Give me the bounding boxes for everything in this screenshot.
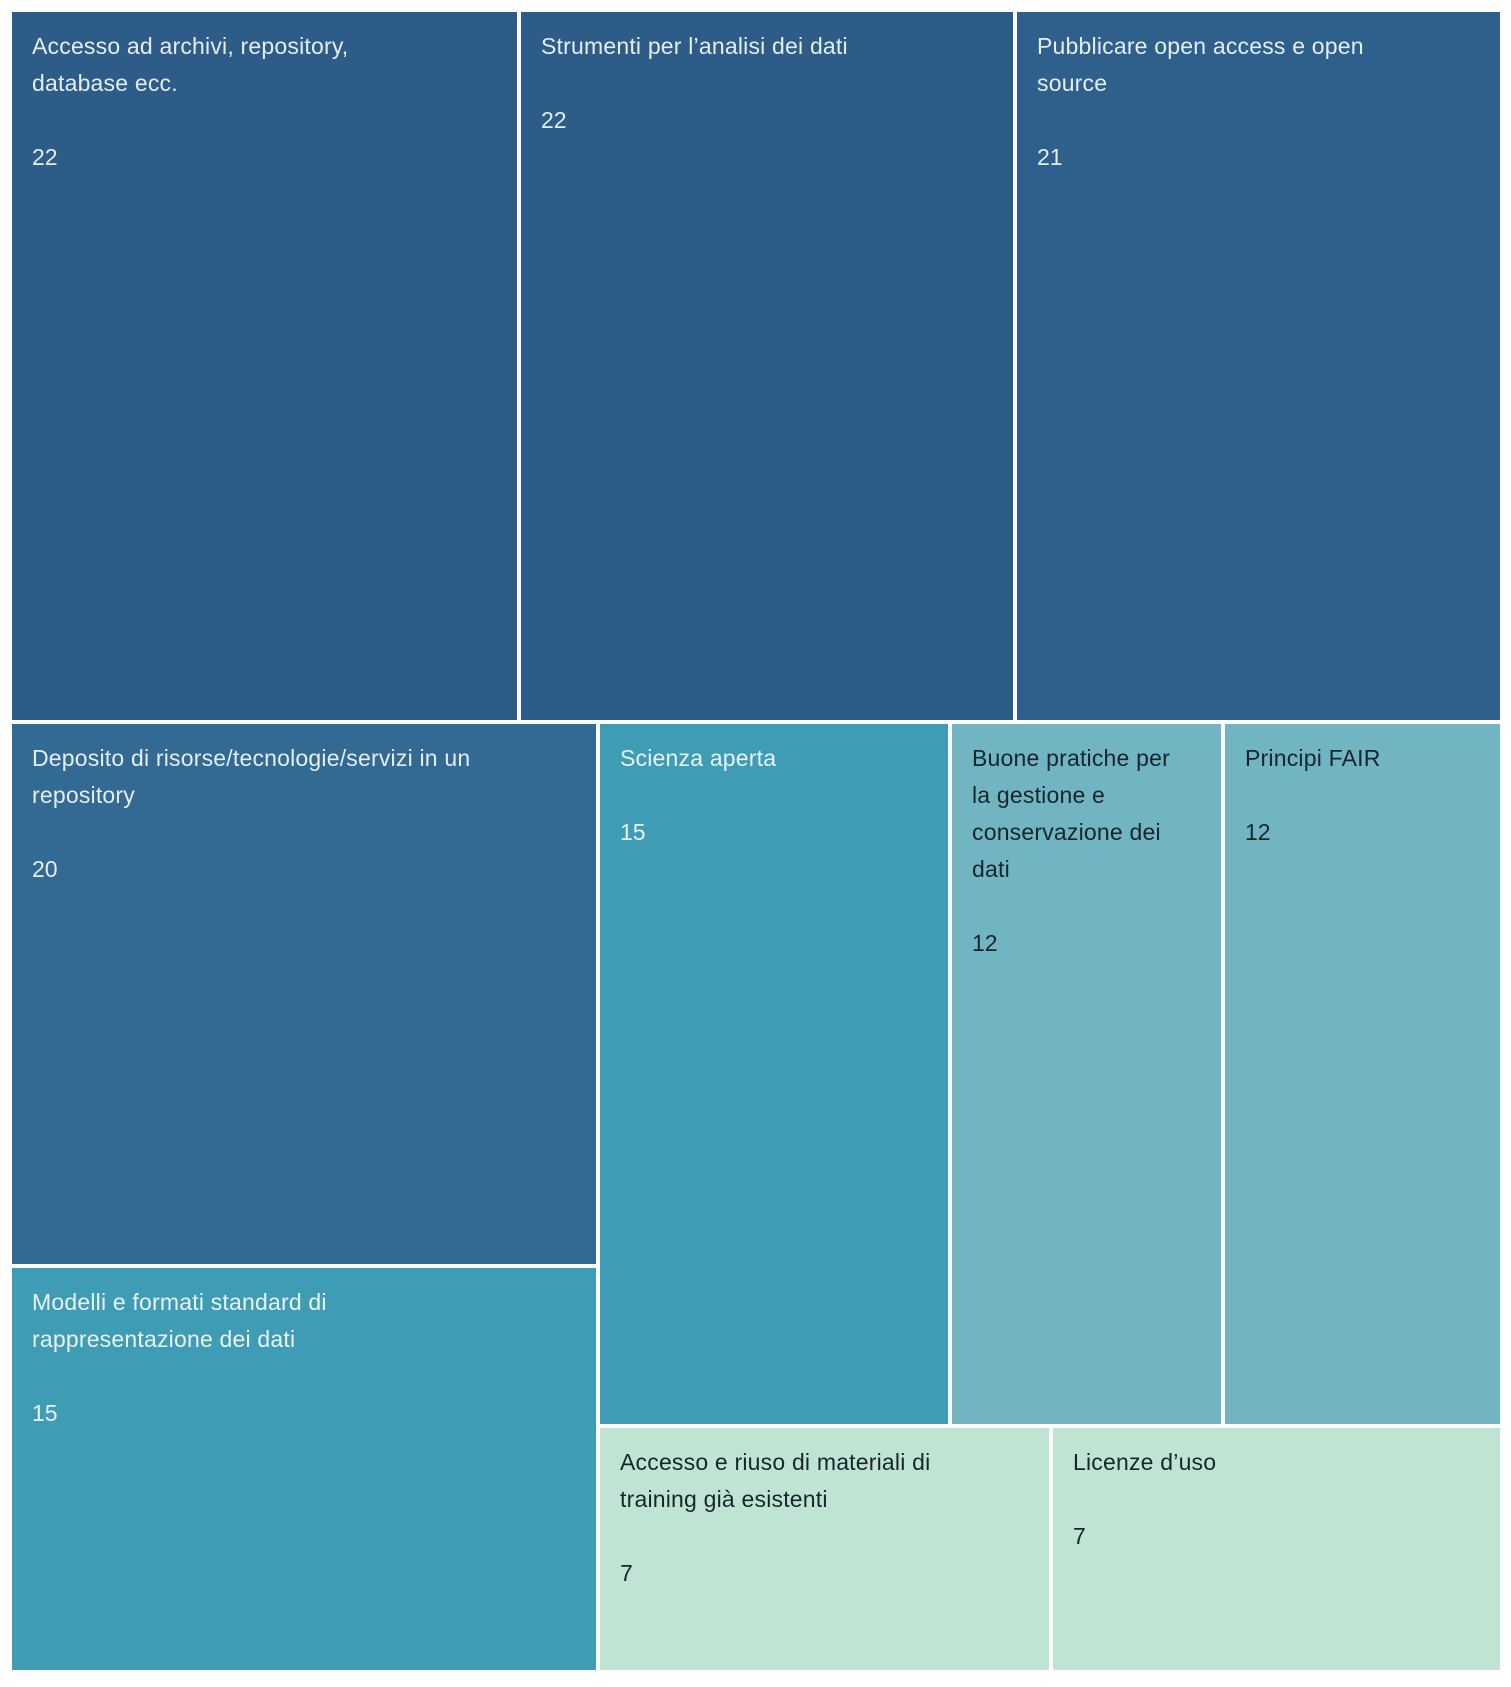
tile-value: 15: [32, 1400, 58, 1426]
treemap-tile-deposito-di-risorse-tecnologie[interactable]: Deposito di risorse/tecnologie/servizi i…: [12, 724, 596, 1264]
treemap-tile-principi-fair[interactable]: Principi FAIR 12: [1225, 724, 1500, 1424]
tile-value: 22: [541, 107, 567, 133]
tile-value: 12: [1245, 819, 1271, 845]
tile-label: Licenze d’uso: [1073, 1449, 1217, 1475]
tile-value: 7: [620, 1560, 633, 1586]
tile-label: Principi FAIR: [1245, 745, 1381, 771]
tile-value: 12: [972, 930, 998, 956]
treemap-tile-accesso-ad-archivi-repository[interactable]: Accesso ad archivi, repository, database…: [12, 12, 517, 720]
tile-value: 20: [32, 856, 58, 882]
treemap-tile-modelli-e-formati-standard[interactable]: Modelli e formati standard di rappresent…: [12, 1268, 596, 1670]
tile-label: Deposito di risorse/tecnologie/servizi i…: [32, 745, 471, 808]
tile-value: 7: [1073, 1523, 1086, 1549]
tile-label: Modelli e formati standard di rappresent…: [32, 1289, 327, 1352]
tile-label: Pubblicare open access e open source: [1037, 33, 1364, 96]
tile-label: Scienza aperta: [620, 745, 777, 771]
treemap-tile-strumenti-per-l-analisi[interactable]: Strumenti per l’analisi dei dati 22: [521, 12, 1013, 720]
treemap-tile-buone-pratiche-per-la[interactable]: Buone pratiche per la gestione e conserv…: [952, 724, 1221, 1424]
tile-value: 21: [1037, 144, 1063, 170]
tile-label: Accesso e riuso di materiali di training…: [620, 1449, 931, 1512]
tile-value: 22: [32, 144, 58, 170]
tile-label: Strumenti per l’analisi dei dati: [541, 33, 848, 59]
tile-label: Accesso ad archivi, repository, database…: [32, 33, 349, 96]
treemap-tile-pubblicare-open-access-e[interactable]: Pubblicare open access e open source 21: [1017, 12, 1500, 720]
treemap-tile-accesso-e-riuso-di[interactable]: Accesso e riuso di materiali di training…: [600, 1428, 1049, 1670]
treemap-tile-licenze-d-uso[interactable]: Licenze d’uso 7: [1053, 1428, 1500, 1670]
tile-label: Buone pratiche per la gestione e conserv…: [972, 745, 1170, 882]
treemap-tile-scienza-aperta[interactable]: Scienza aperta 15: [600, 724, 948, 1424]
tile-value: 15: [620, 819, 646, 845]
